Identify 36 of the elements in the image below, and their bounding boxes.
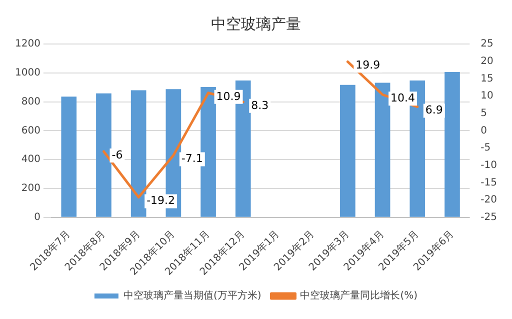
data-label: 10.9 bbox=[216, 90, 241, 103]
bar bbox=[374, 82, 390, 217]
y2-tick-label: -5 bbox=[480, 142, 491, 154]
bar bbox=[96, 93, 112, 217]
bar bbox=[61, 96, 77, 217]
chart-title: 中空玻璃产量 bbox=[211, 14, 301, 33]
bar bbox=[444, 72, 460, 217]
data-label: 19.9 bbox=[356, 58, 380, 72]
bar bbox=[200, 87, 216, 217]
data-label: 6.9 bbox=[425, 104, 443, 117]
y-tick-label: 1200 bbox=[14, 38, 40, 50]
data-label: 8.3 bbox=[251, 98, 269, 112]
y2-tick-label: 25 bbox=[480, 38, 494, 50]
legend-label: 中空玻璃产量当期值(万平方米) bbox=[123, 290, 262, 302]
y-tick-label: 400 bbox=[21, 154, 40, 166]
data-label: -19.2 bbox=[146, 194, 176, 208]
y2-tick-label: 15 bbox=[480, 73, 494, 84]
data-label: -7.1 bbox=[181, 152, 203, 166]
bar bbox=[340, 84, 356, 217]
data-label: 10.4 bbox=[390, 91, 416, 104]
bar bbox=[130, 90, 146, 217]
y2-tick-label: -10 bbox=[480, 160, 498, 171]
legend-label: 中空玻璃产量同比增长(%) bbox=[300, 290, 418, 302]
y2-tick-label: 20 bbox=[480, 56, 494, 67]
y2-tick-label: -20 bbox=[480, 194, 498, 206]
y2-tick-label: 10 bbox=[480, 90, 494, 102]
y2-tick-label: -25 bbox=[480, 212, 498, 223]
data-label: -6 bbox=[112, 148, 123, 162]
y-tick-label: 0 bbox=[34, 212, 40, 223]
y-tick-label: 200 bbox=[21, 183, 40, 194]
y-tick-label: 600 bbox=[21, 125, 40, 136]
y-tick-label: 1000 bbox=[14, 67, 40, 78]
y-tick-label: 800 bbox=[21, 96, 40, 108]
y2-tick-label: -15 bbox=[480, 177, 498, 188]
y2-tick-label: 0 bbox=[480, 125, 488, 136]
y2-tick-label: 5 bbox=[480, 108, 488, 119]
